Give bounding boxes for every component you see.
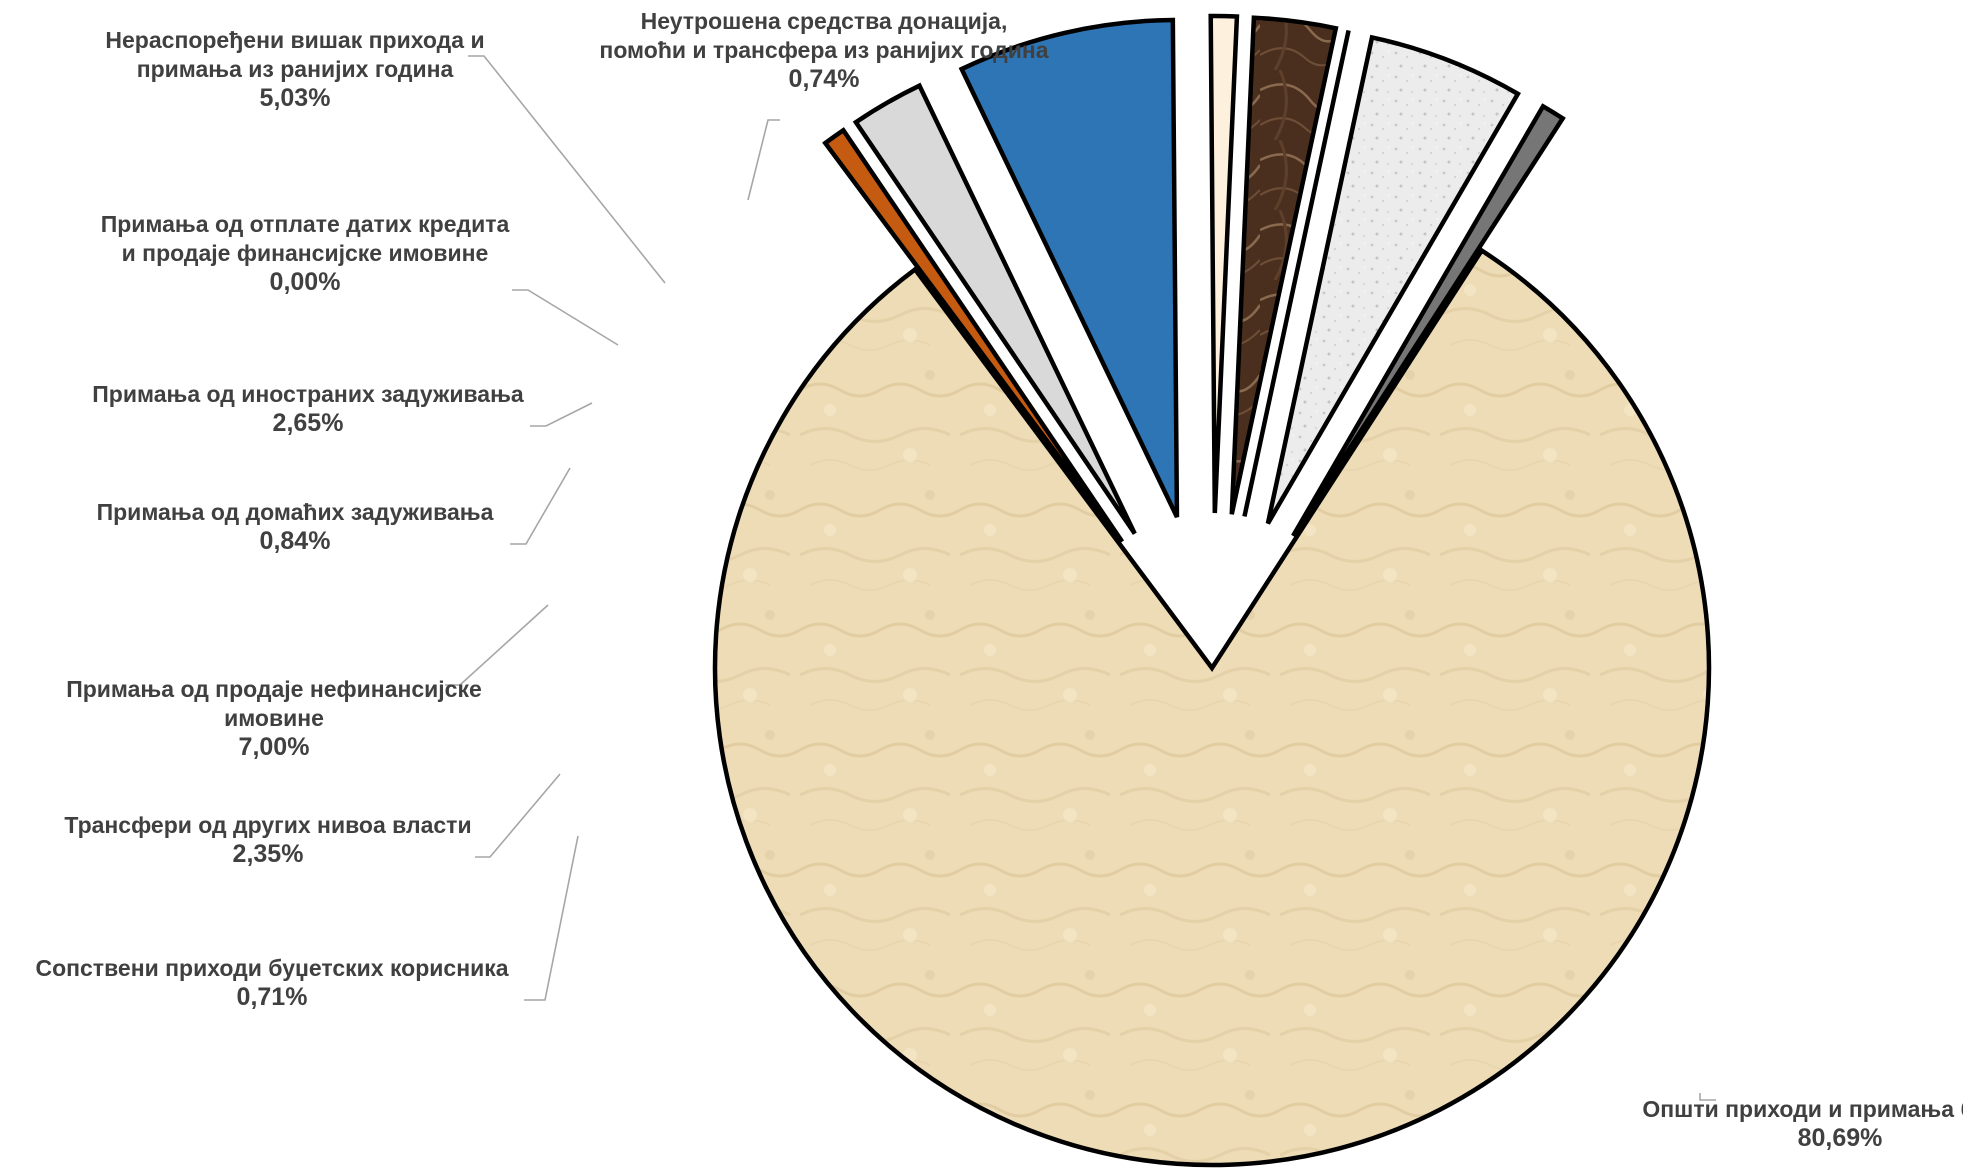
slice-label-line: Нераспоређени вишак прихода и — [105, 27, 484, 53]
pie-slice-5 — [1208, 13, 1240, 514]
leader-line-2 — [524, 835, 579, 1001]
pie-slice-4 — [958, 17, 1180, 518]
slice-labels: Општи приходи и примања буџета80,69% Сопс… — [35, 8, 1963, 1152]
leader-line-1 — [1699, 1093, 1716, 1101]
slice-value-label: 0,74% — [789, 65, 860, 93]
leader-lines — [445, 55, 1716, 1101]
slice-label-line: Примања од продаје нефинансијске — [66, 676, 482, 702]
slice-label-7: Примања од отплате датих кредита и продај… — [101, 211, 510, 296]
leader-line-5 — [510, 467, 571, 545]
slice-label-line: примања из ранијих година — [137, 56, 454, 82]
pie-slice-7 — [1242, 29, 1351, 517]
slice-value-label: 0,71% — [237, 983, 308, 1011]
leader-line-9 — [747, 119, 780, 201]
leader-line-3 — [475, 773, 561, 858]
pie-slice-1 — [712, 247, 1712, 1168]
slice-label-3: Трансфери од других нивоа власти 2,35% — [64, 812, 471, 868]
pie-slice-6 — [1229, 15, 1339, 515]
slice-label-line: Трансфери од других нивоа власти — [64, 812, 471, 838]
slice-label-line: и продаје финансијске имовине — [122, 240, 489, 266]
pie-slices — [712, 13, 1712, 1168]
slice-label-line: Општи приходи и примања буџета — [1642, 1096, 1963, 1122]
slice-label-6: Примања од иностраних задуживања 2,65% — [92, 381, 524, 437]
slice-label-line: имовине — [224, 705, 324, 731]
slice-label-line: Примања од отплате датих кредита — [101, 211, 510, 237]
slice-value-label: 80,69% — [1798, 1124, 1883, 1152]
slice-label-line: Неутрошена средства донација, — [641, 8, 1008, 34]
slice-value-label: 0,00% — [270, 268, 341, 296]
pie-slice-8 — [1265, 34, 1521, 525]
slice-value-label: 0,84% — [260, 527, 331, 555]
pie-slice-2 — [822, 127, 1125, 544]
slice-label-2: Сопствени приходи буџетских корисника 0,7… — [35, 955, 508, 1011]
leader-line-8 — [468, 55, 666, 284]
slice-label-line: Сопствени приходи буџетских корисника — [35, 955, 508, 981]
slice-label-1: Општи приходи и примања буџета80,69% — [1642, 1096, 1963, 1152]
pie-slice-9 — [1291, 103, 1566, 538]
slice-label-4: Примања од продаје нефинансијске имовине 7… — [66, 676, 482, 761]
slice-label-9: Неутрошена средства донација, помоћи и тр… — [599, 8, 1048, 93]
slice-value-label: 2,65% — [273, 409, 344, 437]
leader-line-7 — [512, 289, 619, 346]
slice-label-line: помоћи и трансфера из ранијих година — [599, 37, 1048, 63]
leader-line-6 — [530, 402, 593, 427]
slice-label-5: Примања од домаћих задуживања 0,84% — [97, 499, 494, 555]
slice-label-8: Нераспоређени вишак прихода и примања из … — [105, 27, 484, 112]
slice-label-line: Примања од домаћих задуживања — [97, 499, 494, 525]
slice-value-label: 5,03% — [260, 84, 331, 112]
leader-line-4 — [445, 604, 549, 686]
slice-value-label: 7,00% — [239, 733, 310, 761]
pie-slice-3 — [852, 82, 1137, 535]
slice-value-label: 2,35% — [233, 840, 304, 868]
slice-label-line: Примања од иностраних задуживања — [92, 381, 524, 407]
